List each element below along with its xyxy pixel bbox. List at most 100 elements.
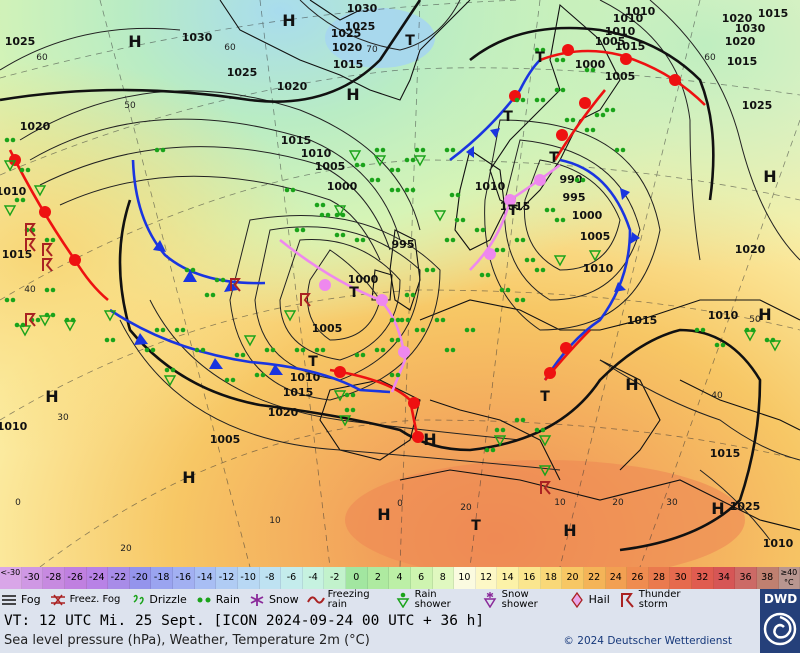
colorbar-cell: 8	[432, 567, 455, 589]
colorbar-cell: -26	[64, 567, 87, 589]
rain-icon	[404, 292, 416, 298]
graticule-label: 30	[57, 413, 69, 423]
rain-shower-icon	[348, 150, 362, 162]
thunderstorm-icon	[618, 592, 636, 608]
colorbar-cell: -28	[43, 567, 65, 589]
thunderstorm-icon	[25, 223, 36, 237]
legend-label: Drizzle	[149, 593, 187, 606]
colorbar-cell: 0	[346, 567, 368, 589]
isobar-label: 1005	[210, 433, 241, 446]
temperature-colorbar: <-30 -30 -28 -26 -24 -22 -20 -18 -16 -14 -12 -10 -8-…	[0, 567, 800, 589]
rain-shower-icon	[493, 435, 507, 447]
occlusion-symbol	[319, 279, 331, 291]
rain-icon	[694, 327, 706, 333]
isobar-label: 1010	[0, 185, 27, 198]
rain-icon	[195, 592, 213, 608]
isobar-labels: 1030102510301025102010151020101510101005…	[0, 2, 794, 550]
rain-icon	[604, 107, 616, 113]
rain-icon	[449, 192, 461, 198]
graticule-label: 60	[704, 53, 716, 63]
isobar-label: 1015	[333, 58, 364, 71]
legend-item: Freez. Fog	[49, 592, 120, 608]
rain-icon	[194, 347, 206, 353]
rain-icon	[14, 197, 26, 203]
warm-front-semicircle	[544, 367, 556, 379]
rain-icon	[514, 237, 526, 243]
cold-front-triangle	[269, 364, 283, 375]
isobar-label: 1010	[605, 25, 636, 38]
rain-shower-icon	[553, 255, 567, 267]
rain-icon	[554, 217, 566, 223]
rain-icon	[104, 337, 116, 343]
colorbar-cell: <-30	[0, 567, 22, 589]
isobar-label: 1025	[227, 66, 258, 79]
hot-area-africa	[345, 460, 745, 567]
drizzle-icon	[128, 592, 146, 608]
rain-icon	[414, 147, 426, 153]
rain-icon	[514, 417, 526, 423]
rain-icon	[254, 372, 266, 378]
colorbar-cell: 24	[605, 567, 628, 589]
cold-front-triangle	[134, 333, 148, 345]
low-pressure-label: T	[349, 285, 359, 301]
rain-shower-icon	[538, 435, 552, 447]
colorbar-cell: 20	[562, 567, 584, 589]
rain-icon	[444, 147, 456, 153]
rain-icon	[574, 177, 586, 183]
rain-icon	[479, 272, 491, 278]
colorbar-cell: -8	[259, 567, 282, 589]
isobar-label: 1005	[580, 230, 611, 243]
rain-icon	[214, 277, 226, 283]
rain-icon	[434, 317, 446, 323]
isobar-label: 1010	[583, 262, 614, 275]
rain-icon	[234, 352, 246, 358]
legend-item: Snow shower	[481, 590, 560, 610]
rain-icon	[514, 297, 526, 303]
colorbar-cell: -6	[281, 567, 303, 589]
rain-icon	[154, 327, 166, 333]
isobar-label: 1020	[277, 80, 308, 93]
low-pressure-label: T	[503, 109, 513, 125]
warm-front-semicircle	[562, 44, 574, 56]
colorbar-cell: 36	[735, 567, 757, 589]
graticule-label: 0	[397, 499, 403, 509]
cold-front-triangle	[153, 240, 166, 252]
pressure-centers: H H H H H H H H H H H H T T T T T T T T T	[45, 11, 776, 540]
isobar-label: 1015	[2, 248, 33, 261]
rain-icon	[369, 177, 381, 183]
rain-shower-icon	[433, 210, 447, 222]
graticule-label: 30	[666, 498, 678, 508]
thunderstorm-icon	[25, 313, 36, 327]
cold-front-biscay	[109, 308, 391, 394]
high-pressure-label: H	[377, 505, 390, 524]
rain-icon	[374, 147, 386, 153]
legend-label: Rain shower	[414, 589, 451, 610]
cold-front-baltic	[543, 158, 632, 381]
thunderstorm-icon	[42, 243, 53, 257]
rain-icon	[4, 297, 16, 303]
high-pressure-label: H	[182, 468, 195, 487]
colorbar-cell: -20	[129, 567, 152, 589]
occlusion-symbol	[504, 194, 516, 206]
rain-icon	[144, 347, 156, 353]
hail-icon	[568, 591, 586, 609]
rain-shower-icon	[538, 465, 552, 477]
rain-icon	[334, 212, 346, 218]
isobar-label: 1005	[605, 70, 636, 83]
rain-shower-icon	[33, 185, 47, 197]
valid-time: VT: 12 UTC Mi. 25 Sept. [ICON 2024-09-24…	[4, 613, 485, 629]
rain-shower-icon	[373, 155, 387, 167]
isobar-label: 1000	[348, 273, 379, 286]
warm-front-semicircle	[620, 53, 632, 65]
legend-label: Freezing rain	[327, 589, 370, 610]
graticule-label: 50	[124, 101, 136, 111]
rain-icon	[44, 287, 56, 293]
rain-shower-icon	[333, 390, 347, 402]
snow-shower-icon	[481, 592, 499, 609]
rain-shower-icon	[413, 155, 427, 167]
high-pressure-label: H	[346, 85, 359, 104]
warm-front-finland	[553, 89, 606, 161]
isobar-label: 1015	[281, 134, 312, 147]
thunderstorm-icon	[230, 278, 241, 292]
